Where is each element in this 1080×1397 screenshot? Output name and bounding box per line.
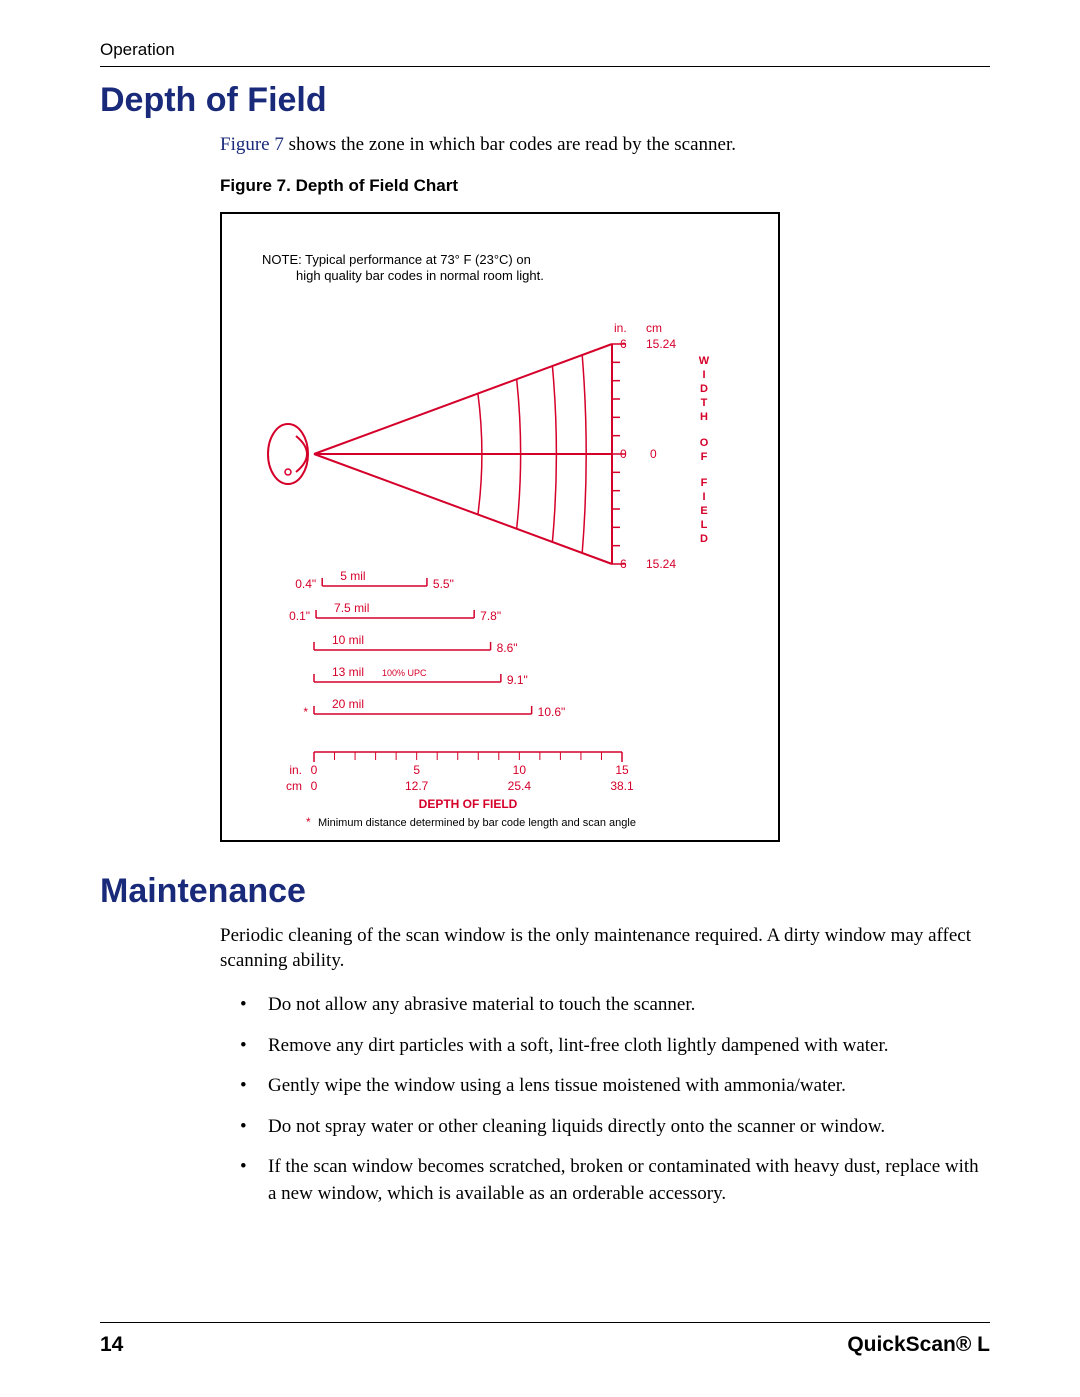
svg-text:15: 15 (615, 763, 629, 777)
svg-text:15.24: 15.24 (646, 557, 676, 571)
svg-text:I: I (702, 369, 705, 381)
svg-text:high quality bar codes in norm: high quality bar codes in normal room li… (296, 268, 544, 283)
svg-text:cm: cm (286, 779, 302, 793)
svg-text:cm: cm (646, 321, 662, 335)
svg-text:15.24: 15.24 (646, 337, 676, 351)
svg-text:6: 6 (620, 337, 627, 351)
svg-text:L: L (701, 519, 708, 531)
svg-text:10.6": 10.6" (538, 705, 566, 719)
heading-maintenance: Maintenance (100, 872, 990, 911)
svg-text:O: O (700, 437, 709, 449)
svg-text:8.6": 8.6" (497, 641, 518, 655)
figure-caption: Figure 7. Depth of Field Chart (220, 176, 990, 196)
svg-text:*: * (303, 705, 308, 719)
svg-text:12.7: 12.7 (405, 779, 429, 793)
svg-text:25.4: 25.4 (508, 779, 532, 793)
svg-text:DEPTH OF FIELD: DEPTH OF FIELD (419, 797, 518, 811)
svg-text:T: T (701, 397, 708, 409)
svg-text:D: D (700, 383, 708, 395)
intro-paragraph: Figure 7 shows the zone in which bar cod… (220, 132, 990, 158)
svg-text:D: D (700, 533, 708, 545)
svg-text:10: 10 (513, 763, 527, 777)
list-item: Gently wipe the window using a lens tiss… (240, 1073, 980, 1100)
maintenance-list: Do not allow any abrasive material to to… (240, 992, 980, 1208)
svg-text:7.8": 7.8" (480, 609, 501, 623)
svg-text:0: 0 (311, 763, 318, 777)
svg-text:9.1": 9.1" (507, 673, 528, 687)
maintenance-intro: Periodic cleaning of the scan window is … (220, 923, 990, 974)
svg-text:0: 0 (311, 779, 318, 793)
svg-text:0: 0 (650, 447, 657, 461)
depth-of-field-chart: NOTE: Typical performance at 73° F (23°C… (220, 212, 780, 842)
intro-rest: shows the zone in which bar codes are re… (284, 134, 736, 155)
list-item: Remove any dirt particles with a soft, l… (240, 1033, 980, 1060)
svg-text:5.5": 5.5" (433, 577, 454, 591)
svg-text:W: W (699, 355, 710, 367)
svg-text:0: 0 (620, 447, 627, 461)
list-item: Do not spray water or other cleaning liq… (240, 1114, 980, 1141)
svg-text:F: F (701, 451, 708, 463)
list-item: Do not allow any abrasive material to to… (240, 992, 980, 1019)
product-name: QuickScan® L (847, 1333, 990, 1357)
svg-text:7.5 mil: 7.5 mil (334, 601, 369, 615)
section-label: Operation (100, 40, 990, 60)
svg-text:H: H (700, 411, 708, 423)
svg-text:5 mil: 5 mil (340, 569, 365, 583)
svg-text:13 mil: 13 mil (332, 665, 364, 679)
svg-text:20 mil: 20 mil (332, 697, 364, 711)
svg-text:0.4": 0.4" (295, 577, 316, 591)
svg-text:E: E (700, 505, 707, 517)
svg-text:Minimum distance determined by: Minimum distance determined by bar code … (318, 817, 636, 829)
svg-text:NOTE: Typical performance at 7: NOTE: Typical performance at 73° F (23°C… (262, 252, 531, 267)
page-number: 14 (100, 1333, 123, 1357)
svg-text:5: 5 (413, 763, 420, 777)
svg-text:in.: in. (289, 763, 302, 777)
svg-text:*: * (306, 815, 311, 829)
svg-text:100% UPC: 100% UPC (382, 668, 427, 678)
svg-text:I: I (702, 491, 705, 503)
svg-text:0.1": 0.1" (289, 609, 310, 623)
figure-link: Figure 7 (220, 134, 284, 155)
svg-text:in.: in. (614, 321, 627, 335)
page-footer: 14 QuickScan® L (100, 1322, 990, 1357)
svg-text:38.1: 38.1 (610, 779, 634, 793)
svg-text:10 mil: 10 mil (332, 633, 364, 647)
svg-text:F: F (701, 477, 708, 489)
svg-text:6: 6 (620, 557, 627, 571)
heading-depth-of-field: Depth of Field (100, 81, 990, 120)
list-item: If the scan window becomes scratched, br… (240, 1154, 980, 1207)
top-rule (100, 66, 990, 67)
